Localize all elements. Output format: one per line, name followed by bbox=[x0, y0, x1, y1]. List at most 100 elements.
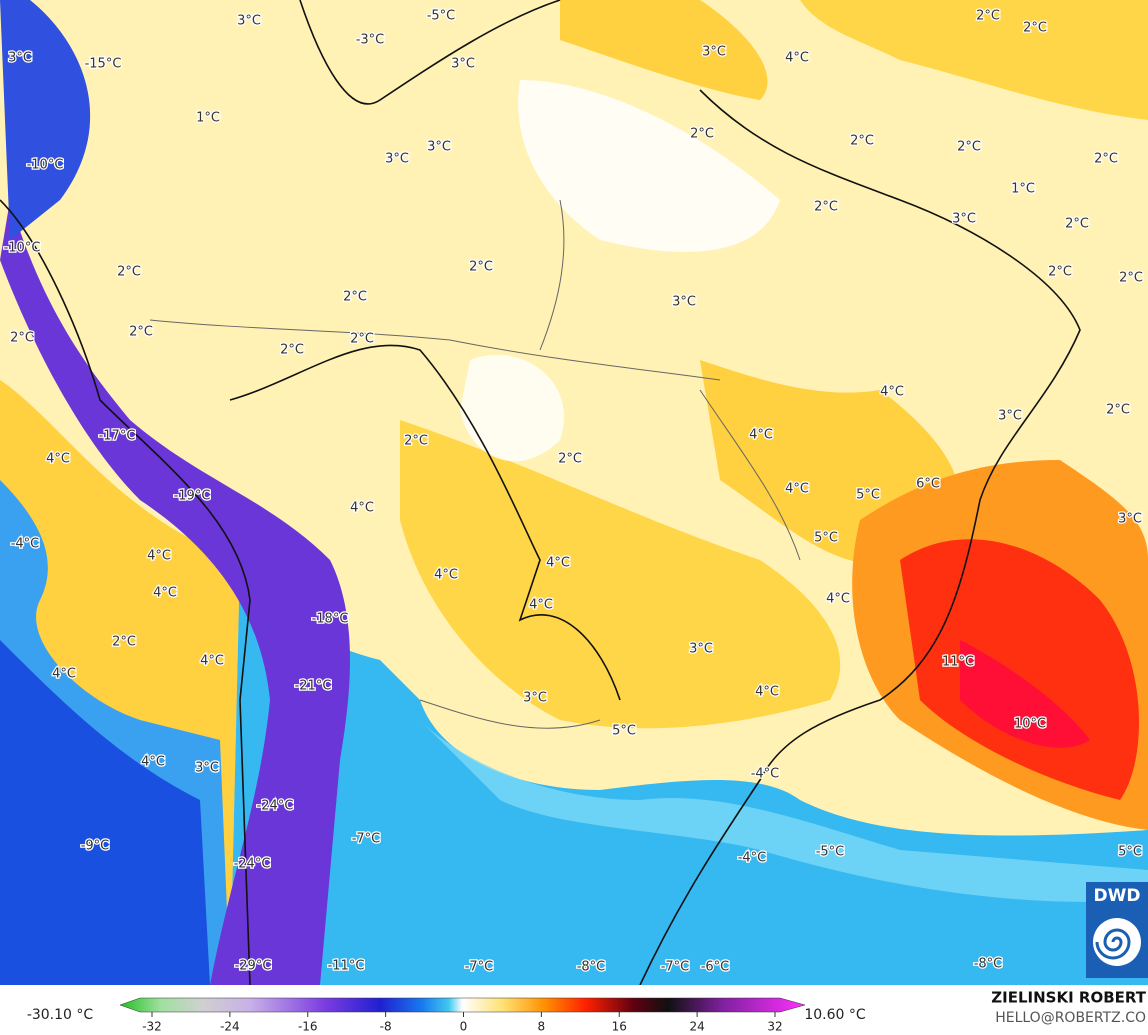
temperature-label: 2°C bbox=[1065, 217, 1089, 232]
colorbar-tick-label: 0 bbox=[460, 1020, 468, 1034]
colorbar-max: 10.60 °C bbox=[804, 1007, 866, 1023]
temperature-label: 4°C bbox=[52, 667, 76, 682]
temperature-label: 3°C bbox=[523, 691, 547, 706]
temperature-label: -7°C bbox=[352, 832, 381, 847]
temperature-label: -5°C bbox=[427, 9, 456, 24]
temperature-label: 3°C bbox=[451, 57, 475, 72]
temperature-label: 3°C bbox=[672, 295, 696, 310]
temperature-label: 4°C bbox=[200, 654, 224, 669]
temperature-label: -24°C bbox=[234, 857, 271, 872]
author: ZIELINSKI ROBERT bbox=[991, 989, 1146, 1007]
temperature-label: -9°C bbox=[81, 839, 110, 854]
temperature-label: 3°C bbox=[237, 14, 261, 29]
temperature-label: -8°C bbox=[577, 960, 606, 975]
temperature-label: -17°C bbox=[99, 429, 136, 444]
temperature-label: 4°C bbox=[749, 428, 773, 443]
temperature-label: -10°C bbox=[4, 241, 41, 256]
temperature-label: 4°C bbox=[153, 586, 177, 601]
temperature-label: 2°C bbox=[280, 343, 304, 358]
temperature-label: 4°C bbox=[141, 755, 165, 770]
temperature-label: 5°C bbox=[856, 488, 880, 503]
colorbar-tick-label: -24 bbox=[220, 1020, 240, 1034]
temperature-label: -19°C bbox=[174, 489, 211, 504]
temperature-label: -5°C bbox=[816, 845, 845, 860]
temperature-label: 6°C bbox=[916, 477, 940, 492]
temperature-label: -10°C bbox=[27, 158, 64, 173]
colorbar-min: -30.10 °C bbox=[27, 1007, 94, 1023]
temperature-label: 2°C bbox=[1094, 152, 1118, 167]
colorbar-tick-label: 32 bbox=[767, 1020, 782, 1034]
map bbox=[0, 0, 1148, 986]
temperature-label: 4°C bbox=[46, 452, 70, 467]
temperature-label: 5°C bbox=[1118, 845, 1142, 860]
temperature-label: 11°C bbox=[942, 655, 974, 670]
temperature-label: 2°C bbox=[129, 325, 153, 340]
temperature-label: 4°C bbox=[546, 556, 570, 571]
temperature-label: 5°C bbox=[814, 531, 838, 546]
temperature-label: 2°C bbox=[343, 290, 367, 305]
temperature-label: 4°C bbox=[434, 568, 458, 583]
colorbar-tick-label: -8 bbox=[380, 1020, 392, 1034]
temperature-label: 3°C bbox=[385, 152, 409, 167]
temperature-label: -4°C bbox=[738, 851, 767, 866]
temperature-label: 2°C bbox=[404, 434, 428, 449]
colorbar-tick-label: -32 bbox=[142, 1020, 162, 1034]
temperature-label: 4°C bbox=[826, 592, 850, 607]
temperature-label: -7°C bbox=[661, 960, 690, 975]
temperature-label: 4°C bbox=[785, 482, 809, 497]
temperature-label: 1°C bbox=[196, 111, 220, 126]
temperature-label: -18°C bbox=[312, 612, 349, 627]
colorbar-tick-label: -16 bbox=[298, 1020, 318, 1034]
temperature-label: 2°C bbox=[112, 635, 136, 650]
temperature-label: 2°C bbox=[850, 134, 874, 149]
temperature-label: 4°C bbox=[785, 51, 809, 66]
temperature-label: 2°C bbox=[350, 332, 374, 347]
colorbar-tick-label: 16 bbox=[612, 1020, 627, 1034]
colorbar-ticks: -32 -24 -16 -8 0 8 16 24 32 bbox=[142, 1012, 783, 1034]
temperature-label: -11°C bbox=[328, 959, 365, 974]
temperature-label: 3°C bbox=[998, 409, 1022, 424]
temperature-label: 4°C bbox=[529, 598, 553, 613]
temperature-label: -24°C bbox=[257, 799, 294, 814]
temperature-labels: 3°C -5°C -3°C -15°C 3°C 3°C 3°C 4°C 2°C 2°C 1°C 3°C… bbox=[2, 7, 1144, 976]
temperature-label: -7°C bbox=[465, 960, 494, 975]
temperature-label: 4°C bbox=[755, 685, 779, 700]
colorbar-tick-label: 8 bbox=[538, 1020, 546, 1034]
temperature-label: -29°C bbox=[235, 959, 272, 974]
temperature-label: -3°C bbox=[356, 33, 385, 48]
colorbar bbox=[119, 997, 806, 1013]
temperature-label: 3°C bbox=[195, 761, 219, 776]
temperature-label: 3°C bbox=[427, 140, 451, 155]
temperature-label: 2°C bbox=[469, 260, 493, 275]
dwd-logo: DWD bbox=[1086, 882, 1148, 978]
email: HELLO@ROBERTZ.CO bbox=[995, 1010, 1146, 1026]
temperature-label: 2°C bbox=[1106, 403, 1130, 418]
temperature-label: -8°C bbox=[974, 957, 1003, 972]
temperature-label: 2°C bbox=[814, 200, 838, 215]
temperature-label: -6°C bbox=[701, 960, 730, 975]
temperature-label: -21°C bbox=[295, 679, 332, 694]
temperature-label: 2°C bbox=[1119, 271, 1143, 286]
colorbar-tick-label: 24 bbox=[689, 1020, 704, 1034]
temperature-label: -15°C bbox=[85, 57, 122, 72]
temperature-label: 4°C bbox=[350, 501, 374, 516]
temperature-label: 3°C bbox=[1118, 512, 1142, 527]
temperature-label: 1°C bbox=[1011, 182, 1035, 197]
temperature-label: 3°C bbox=[8, 51, 32, 66]
temperature-label: 10°C bbox=[1014, 717, 1046, 732]
temperature-label: 3°C bbox=[702, 45, 726, 60]
temperature-label: 3°C bbox=[689, 642, 713, 657]
temperature-label: 4°C bbox=[880, 385, 904, 400]
temperature-label: 2°C bbox=[117, 265, 141, 280]
temperature-label: 2°C bbox=[690, 127, 714, 142]
temperature-label: 2°C bbox=[976, 9, 1000, 24]
temperature-label: 2°C bbox=[10, 331, 34, 346]
temperature-label: 2°C bbox=[558, 452, 582, 467]
logo-text: DWD bbox=[1094, 886, 1141, 906]
temperature-label: 3°C bbox=[952, 212, 976, 227]
temperature-label: 2°C bbox=[1023, 21, 1047, 36]
temperature-label: -4°C bbox=[751, 767, 780, 782]
temperature-label: 2°C bbox=[957, 140, 981, 155]
